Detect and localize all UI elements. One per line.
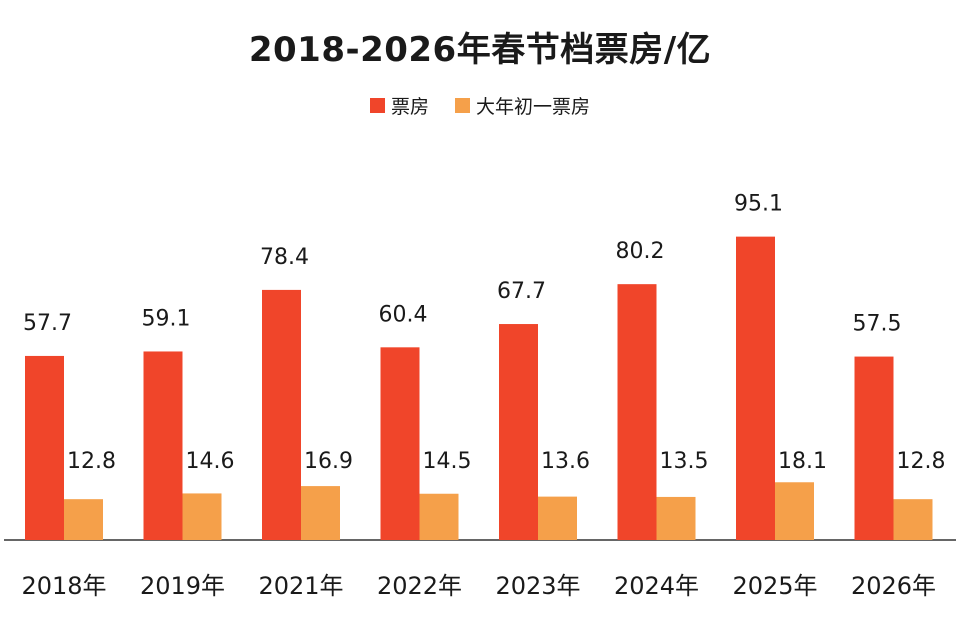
value-label-first-day-5: 13.5 bbox=[660, 449, 709, 474]
value-label-box-office-3: 60.4 bbox=[379, 302, 428, 327]
bar-first-day-4 bbox=[538, 496, 577, 540]
value-label-box-office-4: 67.7 bbox=[497, 279, 546, 304]
legend-swatch-box-office bbox=[369, 98, 385, 113]
value-label-box-office-0: 57.7 bbox=[23, 311, 72, 336]
x-tick-label-3: 2022年 bbox=[377, 572, 462, 600]
bar-box-office-0 bbox=[25, 355, 64, 540]
value-label-first-day-7: 12.8 bbox=[897, 449, 946, 474]
bar-box-office-7 bbox=[854, 356, 894, 540]
bar-box-office-2 bbox=[262, 289, 301, 540]
legend-item-first-day: 大年初一票房 bbox=[455, 92, 590, 119]
value-label-first-day-4: 13.6 bbox=[541, 449, 590, 474]
legend-swatch-first-day bbox=[455, 98, 470, 113]
legend-label-box-office: 票房 bbox=[390, 96, 429, 118]
x-tick-label-2: 2021年 bbox=[258, 572, 343, 600]
bar-box-office-3 bbox=[380, 347, 420, 540]
bar-box-office-6 bbox=[736, 236, 775, 541]
value-label-box-office-7: 57.5 bbox=[853, 312, 902, 337]
bar-first-day-3 bbox=[419, 493, 459, 540]
value-label-box-office-5: 80.2 bbox=[616, 239, 665, 264]
bar-first-day-5 bbox=[656, 496, 696, 540]
x-tick-label-4: 2023年 bbox=[495, 572, 580, 600]
legend-item-box-office: 票房 bbox=[369, 92, 429, 119]
value-label-first-day-3: 14.5 bbox=[423, 449, 472, 474]
x-tick-label-0: 2018年 bbox=[21, 572, 106, 600]
value-label-first-day-1: 14.6 bbox=[186, 449, 235, 474]
bar-box-office-4 bbox=[499, 324, 538, 540]
value-label-box-office-1: 59.1 bbox=[142, 306, 191, 331]
bar-first-day-7 bbox=[893, 499, 933, 540]
legend: 票房 大年初一票房 bbox=[0, 92, 960, 119]
x-tick-label-7: 2026年 bbox=[851, 572, 936, 600]
x-tick-label-6: 2025年 bbox=[732, 572, 817, 600]
value-label-first-day-6: 18.1 bbox=[778, 449, 827, 474]
value-label-first-day-2: 16.9 bbox=[304, 449, 353, 474]
value-label-first-day-0: 12.8 bbox=[67, 449, 116, 474]
x-tick-label-1: 2019年 bbox=[140, 572, 225, 600]
value-label-box-office-6: 95.1 bbox=[734, 192, 783, 217]
bar-first-day-0 bbox=[64, 499, 103, 540]
bar-first-day-1 bbox=[182, 493, 222, 540]
bar-box-office-1 bbox=[143, 351, 183, 540]
x-tick-label-5: 2024年 bbox=[614, 572, 699, 600]
bar-box-office-5 bbox=[617, 284, 657, 540]
value-label-box-office-2: 78.4 bbox=[260, 245, 309, 270]
chart-title: 2018-2026年春节档票房/亿 bbox=[248, 30, 712, 70]
bar-first-day-6 bbox=[775, 482, 814, 540]
bar-first-day-2 bbox=[301, 486, 340, 540]
legend-label-first-day: 大年初一票房 bbox=[476, 96, 591, 118]
